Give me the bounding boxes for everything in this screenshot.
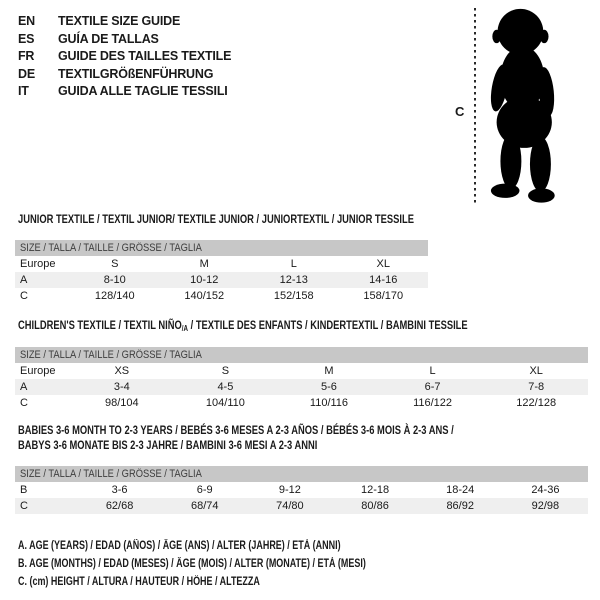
babies-section-title: BABIES 3-6 MONTH TO 2-3 YEARS / BEBÉS 3-…	[18, 423, 577, 453]
language-row-es: ES GUÍA DE TALLAS	[18, 31, 231, 49]
row-label-cell: C	[20, 397, 28, 409]
language-label: TEXTILGRÖßENFÜHRUNG	[58, 66, 214, 81]
children-title-pre: CHILDREN'S TEXTILE / TEXTIL NIÑO	[18, 318, 182, 332]
language-code: IT	[18, 84, 29, 98]
value-cell: 80/86	[332, 498, 418, 514]
value-cell: 110/116	[309, 397, 349, 409]
table-row-height: C 128/140 140/152 152/158 158/170	[15, 288, 428, 304]
children-title-post: / TEXTILE DES ENFANTS / KINDERTEXTIL / B…	[188, 318, 468, 332]
legend: A. AGE (YEARS) / EDAD (AÑOS) / ÂGE (ANS)…	[18, 537, 464, 591]
row-label-cell: C	[20, 290, 28, 302]
value-cell: 14-16	[338, 272, 428, 288]
babies-title-line2: BABYS 3-6 MONATE BIS 2-3 JAHRE / BAMBINI…	[18, 438, 318, 452]
value-cell: 8-10	[70, 272, 160, 288]
size-header-bar: SIZE / TALLA / TAILLE / GRÖSSE / TAGLIA	[15, 466, 588, 482]
size-header-text: SIZE / TALLA / TAILLE / GRÖSSE / TAGLIA	[20, 468, 202, 480]
value-cell: 104/110	[205, 397, 245, 409]
children-title-sub: /A	[181, 324, 189, 333]
junior-size-table: SIZE / TALLA / TAILLE / GRÖSSE / TAGLIA …	[15, 240, 428, 304]
value-cell: XS	[114, 365, 130, 377]
row-label-cell: Europe	[20, 258, 56, 270]
value-cell: 86/92	[417, 498, 503, 514]
language-label: GUÍA DE TALLAS	[58, 31, 159, 46]
value-cell: L	[290, 258, 297, 270]
size-header-text: SIZE / TALLA / TAILLE / GRÖSSE / TAGLIA	[20, 242, 202, 254]
language-code: DE	[18, 66, 35, 81]
value-cell: 140/152	[184, 290, 225, 302]
value-cell: 152/158	[273, 290, 314, 302]
table-row-months: B 3-6 6-9 9-12 12-18 18-24 24-36	[15, 482, 588, 498]
language-list: EN TEXTILE SIZE GUIDE ES GUÍA DE TALLAS …	[18, 13, 231, 101]
value-cell: 24-36	[531, 484, 560, 496]
value-cell: XL	[529, 365, 543, 377]
row-label-cell: A	[15, 272, 70, 288]
children-size-table: SIZE / TALLA / TAILLE / GRÖSSE / TAGLIA …	[15, 347, 588, 411]
language-row-it: IT GUIDA ALLE TAGLIE TESSILI	[18, 83, 231, 101]
table-row-height: C 62/68 68/74 74/80 80/86 86/92 92/98	[15, 498, 588, 514]
value-cell: L	[429, 365, 436, 377]
language-label: GUIDA ALLE TAGLIE TESSILI	[58, 84, 228, 98]
value-cell: 12-18	[360, 484, 390, 496]
height-measure-label: C	[455, 104, 465, 119]
value-cell: 3-6	[111, 484, 128, 496]
value-cell: M	[324, 365, 334, 377]
language-code: EN	[18, 14, 35, 28]
size-header-text: SIZE / TALLA / TAILLE / GRÖSSE / TAGLIA	[20, 349, 202, 361]
toddler-silhouette-icon	[490, 8, 555, 203]
value-cell: 12-13	[249, 272, 339, 288]
language-row-fr: FR GUIDE DES TAILLES TEXTILE	[18, 48, 231, 66]
value-cell: 74/80	[247, 498, 333, 514]
babies-title-line1: BABIES 3-6 MONTH TO 2-3 YEARS / BEBÉS 3-…	[18, 423, 454, 437]
table-row-age: A 8-10 10-12 12-13 14-16	[15, 272, 428, 288]
size-header-bar: SIZE / TALLA / TAILLE / GRÖSSE / TAGLIA	[15, 240, 428, 256]
table-row-age: A 3-4 4-5 5-6 6-7 7-8	[15, 379, 588, 395]
value-cell: 7-8	[484, 379, 588, 395]
value-cell: 10-12	[159, 272, 249, 288]
row-label-cell: B	[20, 484, 28, 496]
junior-section-title: JUNIOR TEXTILE / TEXTIL JUNIOR/ TEXTILE …	[18, 212, 414, 226]
value-cell: 68/74	[162, 498, 248, 514]
value-cell: 128/140	[94, 290, 135, 302]
size-header-row: SIZE / TALLA / TAILLE / GRÖSSE / TAGLIA	[15, 347, 588, 363]
value-cell: S	[111, 258, 119, 270]
value-cell: 98/104	[104, 397, 139, 409]
legend-line-c: C. (cm) HEIGHT / ALTURA / HAUTEUR / HÖHE…	[18, 576, 260, 588]
value-cell: 116/122	[413, 397, 453, 409]
row-label-cell: A	[15, 379, 70, 395]
row-label-cell: Europe	[20, 365, 56, 377]
legend-line-a: A. AGE (YEARS) / EDAD (AÑOS) / ÂGE (ANS)…	[18, 540, 341, 552]
language-label: TEXTILE SIZE GUIDE	[58, 14, 181, 28]
value-cell: 3-4	[70, 379, 174, 395]
value-cell: 92/98	[502, 498, 588, 514]
babies-size-table: SIZE / TALLA / TAILLE / GRÖSSE / TAGLIA …	[15, 466, 588, 514]
row-label-cell: C	[15, 498, 77, 514]
size-header-row: SIZE / TALLA / TAILLE / GRÖSSE / TAGLIA	[15, 240, 428, 256]
value-cell: 4-5	[173, 379, 278, 395]
table-row-europe: Europe XS S M L XL	[15, 363, 588, 379]
language-label: GUIDE DES TAILLES TEXTILE	[58, 49, 232, 63]
language-code: ES	[18, 31, 35, 46]
children-section-title: CHILDREN'S TEXTILE / TEXTIL NIÑO/A / TEX…	[18, 318, 468, 333]
size-header-bar: SIZE / TALLA / TAILLE / GRÖSSE / TAGLIA	[15, 347, 588, 363]
value-cell: S	[221, 365, 230, 377]
size-header-row: SIZE / TALLA / TAILLE / GRÖSSE / TAGLIA	[15, 466, 588, 482]
language-code: FR	[18, 49, 35, 63]
value-cell: 18-24	[446, 484, 475, 496]
language-row-en: EN TEXTILE SIZE GUIDE	[18, 13, 231, 31]
value-cell: 9-12	[278, 484, 301, 496]
value-cell: 6-9	[196, 484, 213, 496]
value-cell: 122/128	[516, 397, 557, 409]
table-row-europe: Europe S M L XL	[15, 256, 428, 272]
value-cell: XL	[376, 258, 390, 270]
value-cell: 6-7	[380, 379, 485, 395]
value-cell: 62/68	[77, 498, 163, 514]
legend-line-b: B. AGE (MONTHS) / EDAD (MESES) / ÂGE (MO…	[18, 558, 366, 570]
table-row-height: C 98/104 104/110 110/116 116/122 122/128	[15, 395, 588, 411]
value-cell: M	[199, 258, 209, 270]
height-dashed-line	[474, 8, 476, 206]
value-cell: 158/170	[363, 290, 404, 302]
value-cell: 5-6	[277, 379, 381, 395]
language-row-de: DE TEXTILGRÖßENFÜHRUNG	[18, 66, 231, 84]
